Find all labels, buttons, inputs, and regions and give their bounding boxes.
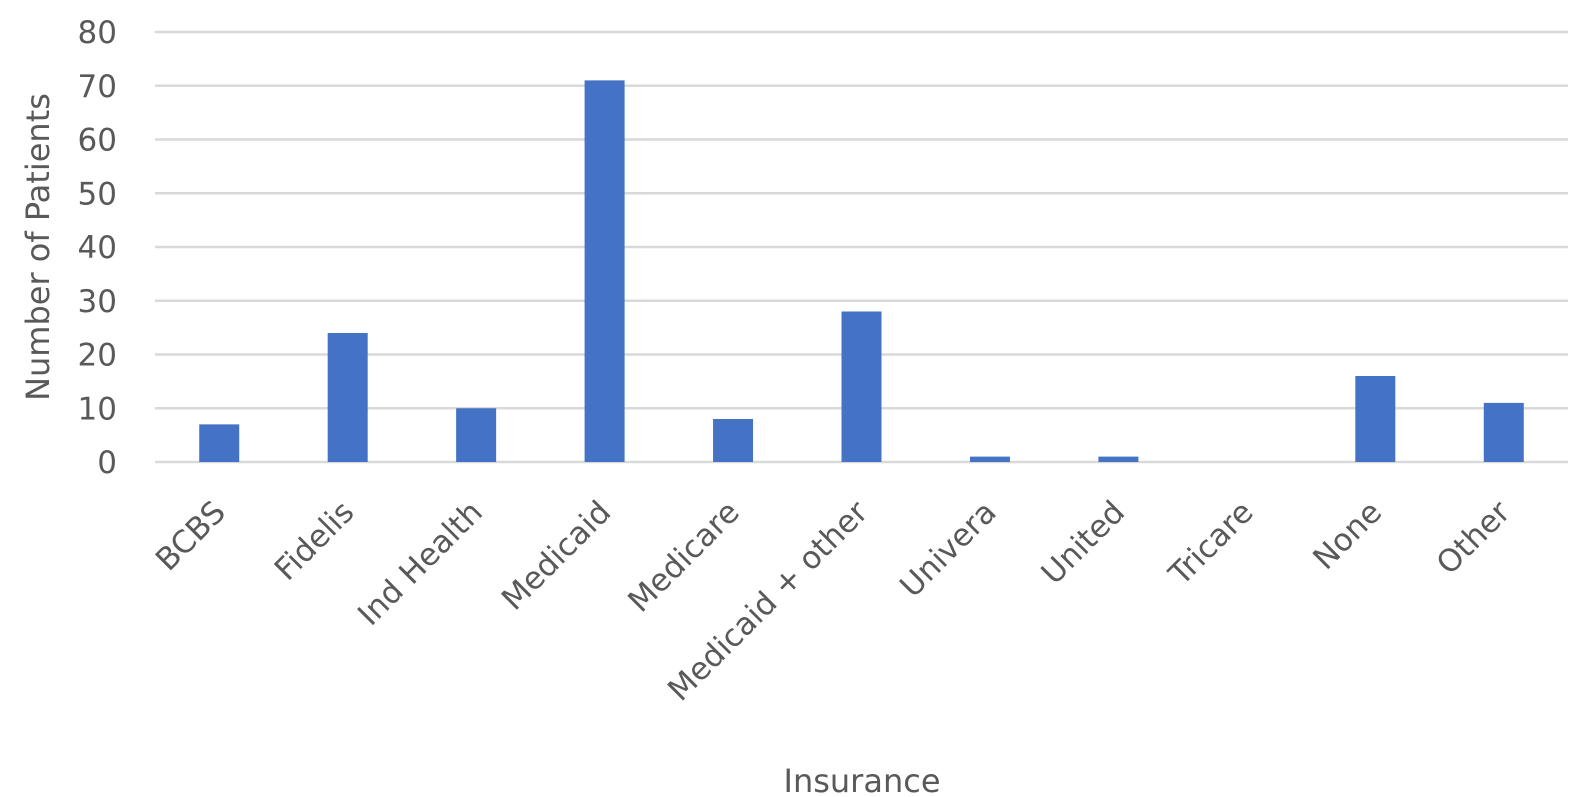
gridlines bbox=[155, 30, 1568, 464]
y-tick-label: 60 bbox=[78, 123, 117, 159]
bar-medicaid bbox=[584, 80, 625, 462]
x-tick-label: Medicaid bbox=[495, 494, 618, 617]
y-tick-label: 80 bbox=[78, 15, 117, 51]
bar-fidelis bbox=[327, 333, 368, 462]
y-tick-label: 0 bbox=[97, 445, 117, 481]
x-tick-label: None bbox=[1306, 494, 1389, 577]
bars bbox=[199, 80, 1524, 462]
y-tick-label: 10 bbox=[78, 391, 117, 427]
x-tick-label: Tricare bbox=[1162, 494, 1261, 593]
x-axis-title: Insurance bbox=[784, 762, 941, 797]
y-tick-label: 30 bbox=[78, 284, 117, 320]
bar-none bbox=[1355, 376, 1396, 462]
x-tick-label: Fidelis bbox=[268, 494, 362, 588]
bar-medicare bbox=[713, 419, 754, 462]
bar-other bbox=[1483, 402, 1524, 462]
y-tick-label: 50 bbox=[78, 176, 117, 212]
y-axis-title: Number of Patients bbox=[19, 93, 57, 401]
x-tick-label: Ind Health bbox=[351, 494, 490, 633]
bar-ind-health bbox=[456, 408, 497, 462]
bar-united bbox=[1098, 456, 1139, 462]
x-tick-label: United bbox=[1035, 494, 1132, 591]
bar-bcbs bbox=[199, 424, 240, 462]
x-tick-label: Univera bbox=[893, 494, 1003, 604]
y-tick-label: 20 bbox=[78, 338, 117, 374]
y-tick-label: 70 bbox=[78, 69, 117, 105]
x-tick-label: Medicare bbox=[621, 494, 746, 619]
y-tick-label: 40 bbox=[78, 230, 117, 266]
bar-univera bbox=[969, 456, 1010, 462]
bar-medicaid-other bbox=[841, 311, 882, 462]
x-tick-label: BCBS bbox=[149, 494, 233, 578]
x-tick-label: Other bbox=[1430, 494, 1518, 582]
y-axis-ticks: 0 10 20 30 40 50 60 70 80 bbox=[78, 15, 117, 481]
